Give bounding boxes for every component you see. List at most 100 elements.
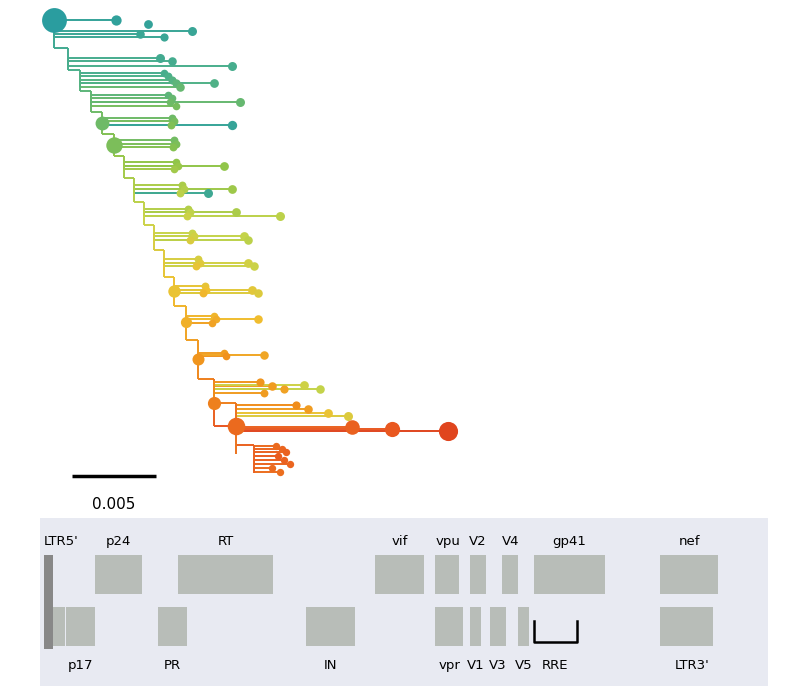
Point: [342, 411, 354, 422]
Point: [314, 384, 326, 395]
Point: [158, 32, 170, 43]
Text: RT: RT: [218, 536, 234, 548]
Point: [198, 281, 211, 292]
Point: [274, 466, 286, 477]
Point: [208, 310, 221, 321]
Bar: [53, 607, 66, 645]
Text: 0.005: 0.005: [92, 498, 136, 512]
Point: [134, 28, 146, 39]
Point: [182, 203, 194, 214]
Point: [48, 15, 61, 26]
Bar: [470, 607, 481, 645]
Point: [166, 92, 178, 104]
Point: [386, 424, 398, 435]
Point: [192, 253, 205, 265]
Point: [170, 100, 182, 111]
Point: [274, 210, 286, 221]
Text: p24: p24: [106, 536, 131, 548]
Bar: [375, 555, 424, 594]
Point: [206, 317, 218, 328]
Point: [165, 120, 178, 131]
Point: [166, 74, 178, 85]
Point: [184, 206, 197, 218]
Text: vif: vif: [391, 536, 408, 548]
Point: [176, 180, 189, 191]
Point: [208, 78, 221, 89]
Point: [238, 231, 250, 242]
Point: [258, 388, 270, 399]
Bar: [490, 607, 506, 645]
Point: [158, 67, 170, 78]
Point: [218, 347, 230, 358]
Point: [162, 71, 174, 82]
Point: [107, 139, 120, 150]
Bar: [306, 607, 355, 645]
Point: [178, 183, 190, 195]
Point: [278, 384, 290, 395]
Text: RRE: RRE: [542, 659, 569, 672]
Point: [96, 118, 109, 129]
Point: [174, 81, 186, 92]
Point: [200, 284, 213, 295]
Bar: [66, 607, 95, 645]
Point: [218, 160, 230, 172]
Point: [210, 314, 222, 325]
Point: [302, 404, 314, 415]
Point: [142, 19, 154, 30]
Point: [230, 420, 242, 431]
Point: [266, 462, 278, 473]
Point: [192, 354, 205, 365]
Point: [184, 234, 197, 246]
Text: vpu: vpu: [435, 536, 460, 548]
Point: [168, 116, 181, 127]
Text: p17: p17: [68, 659, 94, 672]
Text: PR: PR: [164, 659, 181, 672]
Text: V2: V2: [469, 536, 486, 548]
Point: [226, 120, 238, 131]
Point: [242, 257, 254, 268]
Point: [187, 231, 200, 242]
Text: gp41: gp41: [552, 536, 586, 548]
Bar: [534, 555, 605, 594]
Text: V5: V5: [514, 659, 532, 672]
Text: V4: V4: [502, 536, 519, 548]
Point: [242, 234, 254, 246]
Text: V3: V3: [489, 659, 506, 672]
Point: [197, 288, 210, 299]
Point: [166, 56, 178, 67]
Point: [162, 89, 174, 100]
Point: [280, 447, 293, 458]
Point: [181, 210, 194, 221]
Point: [226, 183, 238, 195]
Bar: [94, 555, 142, 594]
Bar: [502, 555, 518, 594]
Point: [322, 407, 334, 419]
Point: [298, 379, 310, 391]
Text: LTR5': LTR5': [44, 536, 78, 548]
Bar: [178, 555, 273, 594]
Point: [110, 15, 122, 26]
Point: [202, 187, 214, 198]
Point: [270, 440, 282, 451]
Point: [154, 52, 166, 64]
Bar: [158, 607, 187, 645]
Point: [170, 157, 182, 168]
Bar: [660, 607, 713, 645]
Point: [275, 443, 288, 454]
Point: [234, 96, 246, 107]
Point: [208, 398, 221, 409]
Text: V1: V1: [466, 659, 484, 672]
Point: [163, 96, 176, 107]
Point: [166, 112, 178, 123]
Bar: [44, 555, 53, 649]
Point: [251, 288, 264, 299]
Text: vpr: vpr: [438, 659, 460, 672]
Point: [194, 257, 206, 268]
Point: [248, 260, 261, 272]
Point: [251, 314, 264, 325]
Point: [283, 458, 296, 469]
Text: LTR3': LTR3': [675, 659, 710, 672]
Point: [226, 60, 238, 71]
Point: [168, 286, 181, 297]
Point: [174, 187, 186, 198]
